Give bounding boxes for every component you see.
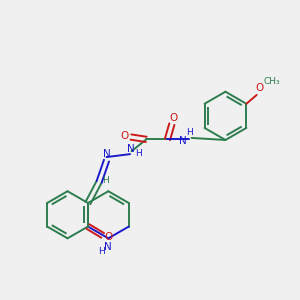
Text: N: N	[127, 144, 134, 154]
Text: N: N	[103, 149, 111, 159]
Text: O: O	[120, 130, 129, 141]
Text: CH₃: CH₃	[263, 77, 280, 86]
Text: H: H	[102, 176, 109, 185]
Text: H: H	[136, 149, 142, 158]
Text: N: N	[104, 242, 112, 252]
Text: H: H	[98, 247, 105, 256]
Text: N: N	[179, 136, 187, 146]
Text: O: O	[169, 112, 178, 123]
Text: O: O	[104, 232, 113, 242]
Text: H: H	[186, 128, 193, 137]
Text: O: O	[256, 83, 264, 94]
